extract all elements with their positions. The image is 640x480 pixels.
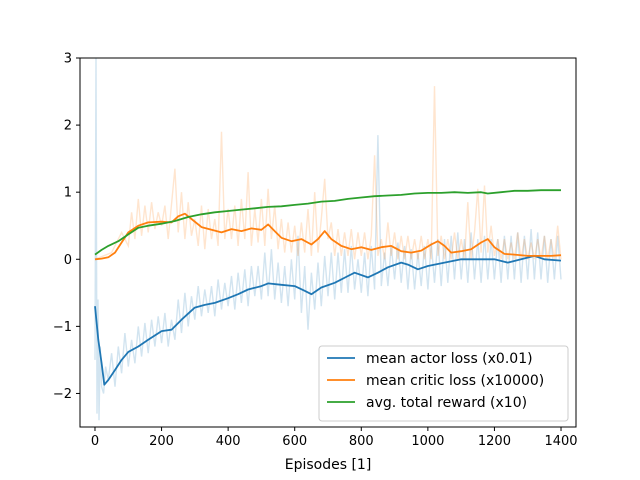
x-axis-ticks: 0 200 400 600 800 1000 1200 1400 bbox=[91, 427, 578, 449]
x-tick-label: 200 bbox=[149, 434, 174, 449]
y-tick-label: 0 bbox=[64, 253, 72, 268]
y-axis-ticks: −2 −1 0 1 2 3 bbox=[53, 52, 80, 402]
smoothed-series-layer bbox=[94, 189, 562, 386]
y-tick-label: −1 bbox=[53, 320, 72, 335]
x-tick-label: 1400 bbox=[544, 434, 577, 449]
legend-label-0: mean actor loss (x0.01) bbox=[366, 351, 533, 367]
y-tick-label: −2 bbox=[53, 387, 72, 402]
x-tick-label: 0 bbox=[91, 434, 99, 449]
series-raw-line-1 bbox=[94, 86, 562, 260]
x-tick-label: 400 bbox=[216, 434, 241, 449]
y-tick-label: 2 bbox=[64, 119, 72, 134]
legend-label-2: avg. total reward (x10) bbox=[366, 395, 527, 411]
series-line-2 bbox=[94, 189, 561, 256]
plot-area bbox=[79, 57, 577, 428]
legend-box bbox=[318, 345, 569, 422]
y-tick-label: 3 bbox=[64, 52, 72, 67]
legend-label-1: mean critic loss (x10000) bbox=[366, 373, 544, 389]
x-tick-label: 1200 bbox=[478, 434, 511, 449]
x-tick-label: 1000 bbox=[411, 434, 444, 449]
legend: mean actor loss (x0.01) mean critic loss … bbox=[318, 345, 569, 422]
x-axis-label: Episodes [1] bbox=[285, 457, 372, 473]
series-raw-line-0 bbox=[94, 58, 562, 421]
x-tick-label: 600 bbox=[282, 434, 307, 449]
series-line-1 bbox=[94, 212, 562, 261]
raw-series-layer bbox=[94, 58, 562, 421]
plot-frame bbox=[79, 57, 577, 428]
y-tick-label: 1 bbox=[64, 186, 72, 201]
x-tick-label: 800 bbox=[349, 434, 374, 449]
series-line-0 bbox=[94, 255, 562, 386]
